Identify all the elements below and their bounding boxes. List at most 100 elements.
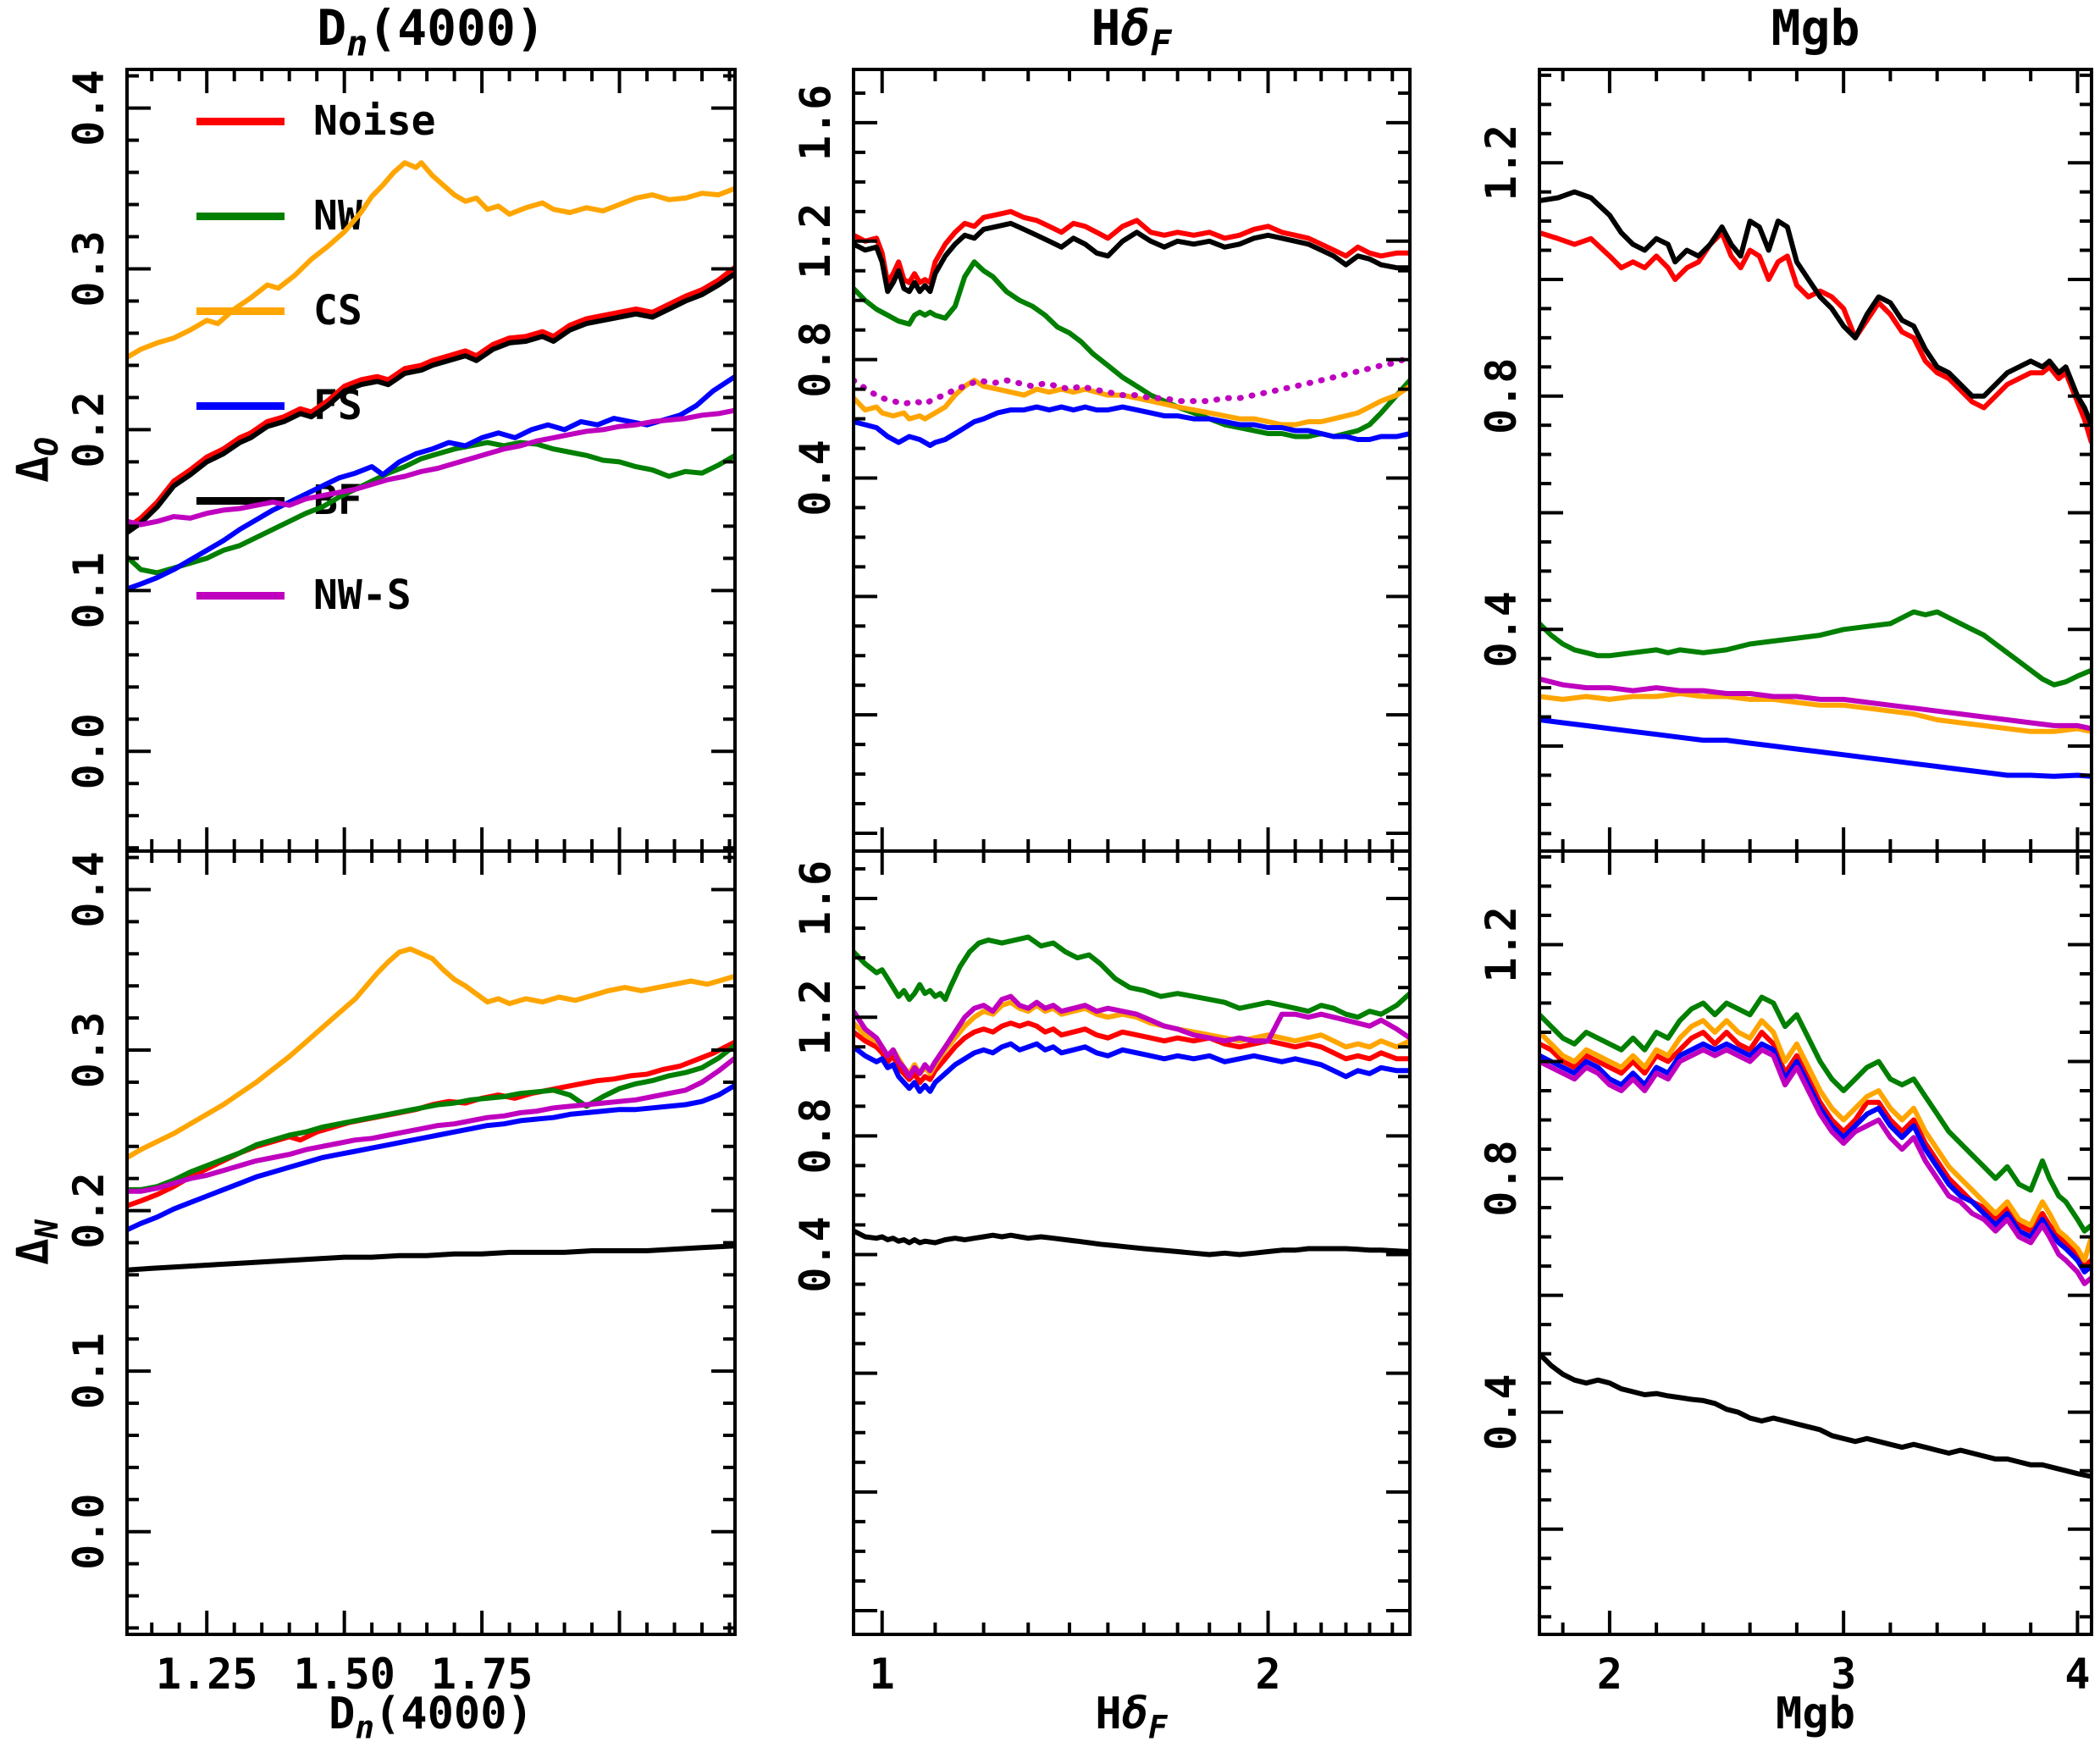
y-tick-label: 0.4	[791, 1216, 840, 1292]
y-tick-label: 0.4	[1477, 1374, 1526, 1451]
y-tick-label: 1.6	[791, 85, 840, 161]
x-axis-label-hdf: HδF	[1095, 1689, 1168, 1746]
panel-title-dn4000: Dn(4000)	[317, 0, 545, 64]
panel-top-left-tick-labels: 0.0 0.1 0.2 0.3 0.4	[64, 69, 113, 789]
y-tick-label: 0.8	[791, 1097, 840, 1174]
x-tick-label: 4	[2064, 1650, 2090, 1699]
y-tick-label: 0.2	[64, 1172, 113, 1248]
panel-title-mgb: Mgb	[1771, 0, 1860, 57]
panel-bottom-right-ticks	[1539, 851, 2092, 1634]
series-nw-line	[1539, 994, 2092, 1234]
legend-label-nw-s: NW-S	[313, 572, 412, 619]
series-cs-line	[1539, 691, 2092, 734]
x-tick-label: 1	[870, 1650, 895, 1699]
y-tick-label: 0.4	[64, 69, 113, 146]
series-fs-line	[854, 1041, 1410, 1094]
panel-bottom-middle: 1 2 1.6 1.2 0.8 0.4	[791, 849, 1412, 1699]
y-tick-label: 0.0	[64, 1494, 113, 1570]
series-bf-line	[1539, 1352, 2092, 1479]
series-cs-line	[127, 160, 735, 360]
legend-line-cs-icon	[196, 307, 285, 315]
x-axis-label-dn4000: Dn(4000)	[329, 1689, 533, 1746]
panel-top-left: 0.0 0.1 0.2 0.3 0.4	[64, 68, 737, 853]
panel-top-middle: 1.6 1.2 0.8 0.4	[791, 68, 1412, 853]
panel-top-right-frame	[1538, 68, 2093, 853]
series-nw-s-line	[1539, 1047, 2092, 1286]
series-nw-line	[854, 934, 1410, 1020]
series-fs-line	[1539, 717, 2092, 779]
panel-bottom-left-frame	[125, 849, 737, 1636]
y-tick-label: 0.3	[64, 230, 113, 307]
y-tick-label: 0.1	[64, 1333, 113, 1409]
panel-top-right-tick-labels: 1.2 0.8 0.4	[1477, 124, 1526, 667]
series-bf-line	[1539, 189, 2092, 427]
series-bf-line	[127, 271, 735, 535]
legend-label-nw: NW	[313, 192, 362, 240]
panel-top-left-ticks	[127, 69, 735, 851]
series-nw-s-line	[127, 407, 735, 528]
legend-line-bf-icon	[196, 496, 285, 505]
panel-bottom-left: 1.25 1.50 1.75 0.0 0.1 0.2 0.3 0.4	[64, 849, 737, 1699]
x-tick-label: 1.75	[431, 1650, 533, 1699]
series-fs-line	[127, 374, 735, 592]
x-tick-label: 3	[1831, 1650, 1856, 1699]
legend-line-nw-s-icon	[196, 591, 285, 600]
panel-top-middle-frame	[852, 68, 1412, 853]
legend-item-noise: Noise	[196, 95, 436, 147]
panel-bottom-left-ticks	[127, 851, 735, 1634]
panel-top-right-series	[1539, 189, 2092, 779]
legend-item-cs: CS	[196, 285, 436, 337]
x-tick-label: 2	[1255, 1650, 1280, 1699]
panel-top-middle-tick-labels: 1.6 1.2 0.8 0.4	[791, 85, 840, 517]
panel-top-middle-series	[854, 208, 1410, 448]
series-fs-line	[1539, 1041, 2092, 1274]
x-axis-label-mgb: Mgb	[1776, 1689, 1855, 1739]
series-nw-line	[127, 440, 735, 576]
panel-top-left-frame	[125, 68, 737, 853]
series-cs-line	[1539, 1018, 2092, 1263]
y-tick-label: 0.0	[64, 713, 113, 789]
y-tick-label: 1.2	[791, 203, 840, 279]
series-bf-line	[127, 1243, 735, 1273]
y-tick-label: 0.8	[791, 321, 840, 397]
series-noise-line	[854, 1020, 1410, 1086]
y-tick-label: 1.2	[1477, 906, 1526, 982]
y-tick-label: 0.8	[1477, 1140, 1526, 1216]
panel-bottom-middle-tick-labels: 1 2 1.6 1.2 0.8 0.4	[791, 860, 1281, 1699]
y-tick-label: 0.4	[791, 440, 840, 516]
panel-top-right: 1.2 0.8 0.4	[1477, 68, 2093, 853]
panel-bottom-middle-series	[854, 934, 1410, 1258]
series-noise-line	[127, 1039, 735, 1208]
panel-bottom-middle-ticks	[854, 851, 1410, 1634]
series-noise-line	[1539, 1030, 2092, 1269]
series-nw-s-line	[1539, 676, 2092, 732]
panel-bottom-right: 2 3 4 1.2 0.8 0.4	[1477, 849, 2093, 1699]
series-noise-line	[854, 208, 1410, 285]
panel-bottom-middle-frame	[852, 849, 1412, 1636]
series-cs-line	[127, 946, 735, 1160]
y-tick-label: 1.2	[1477, 124, 1526, 201]
y-tick-label: 0.1	[64, 552, 113, 628]
series-nw-s-line	[127, 1056, 735, 1194]
series-cs-line	[854, 378, 1410, 428]
y-tick-label: 1.6	[791, 860, 840, 937]
y-tick-label: 0.4	[1477, 591, 1526, 667]
series-nw-s-line	[854, 993, 1410, 1080]
panel-top-middle-ticks	[854, 69, 1410, 851]
y-tick-label: 0.2	[64, 391, 113, 467]
panel-bottom-right-series	[1539, 994, 2092, 1479]
x-tick-label: 1.50	[293, 1650, 395, 1699]
series-nw-line	[854, 259, 1410, 440]
series-bf-line	[854, 220, 1410, 295]
legend-line-noise-icon	[196, 117, 285, 125]
series-nw-line	[1539, 609, 2092, 688]
series-nw-line	[127, 1043, 735, 1192]
legend-label-cs: CS	[313, 287, 362, 334]
series-fs-line	[854, 404, 1410, 448]
panel-bottom-left-tick-labels: 1.25 1.50 1.75 0.0 0.1 0.2 0.3 0.4	[64, 851, 533, 1699]
panel-top-right-ticks	[1539, 69, 2092, 851]
x-tick-label: 2	[1597, 1650, 1622, 1699]
legend-line-nw-icon	[196, 212, 285, 220]
panel-top-left-series	[127, 160, 735, 592]
